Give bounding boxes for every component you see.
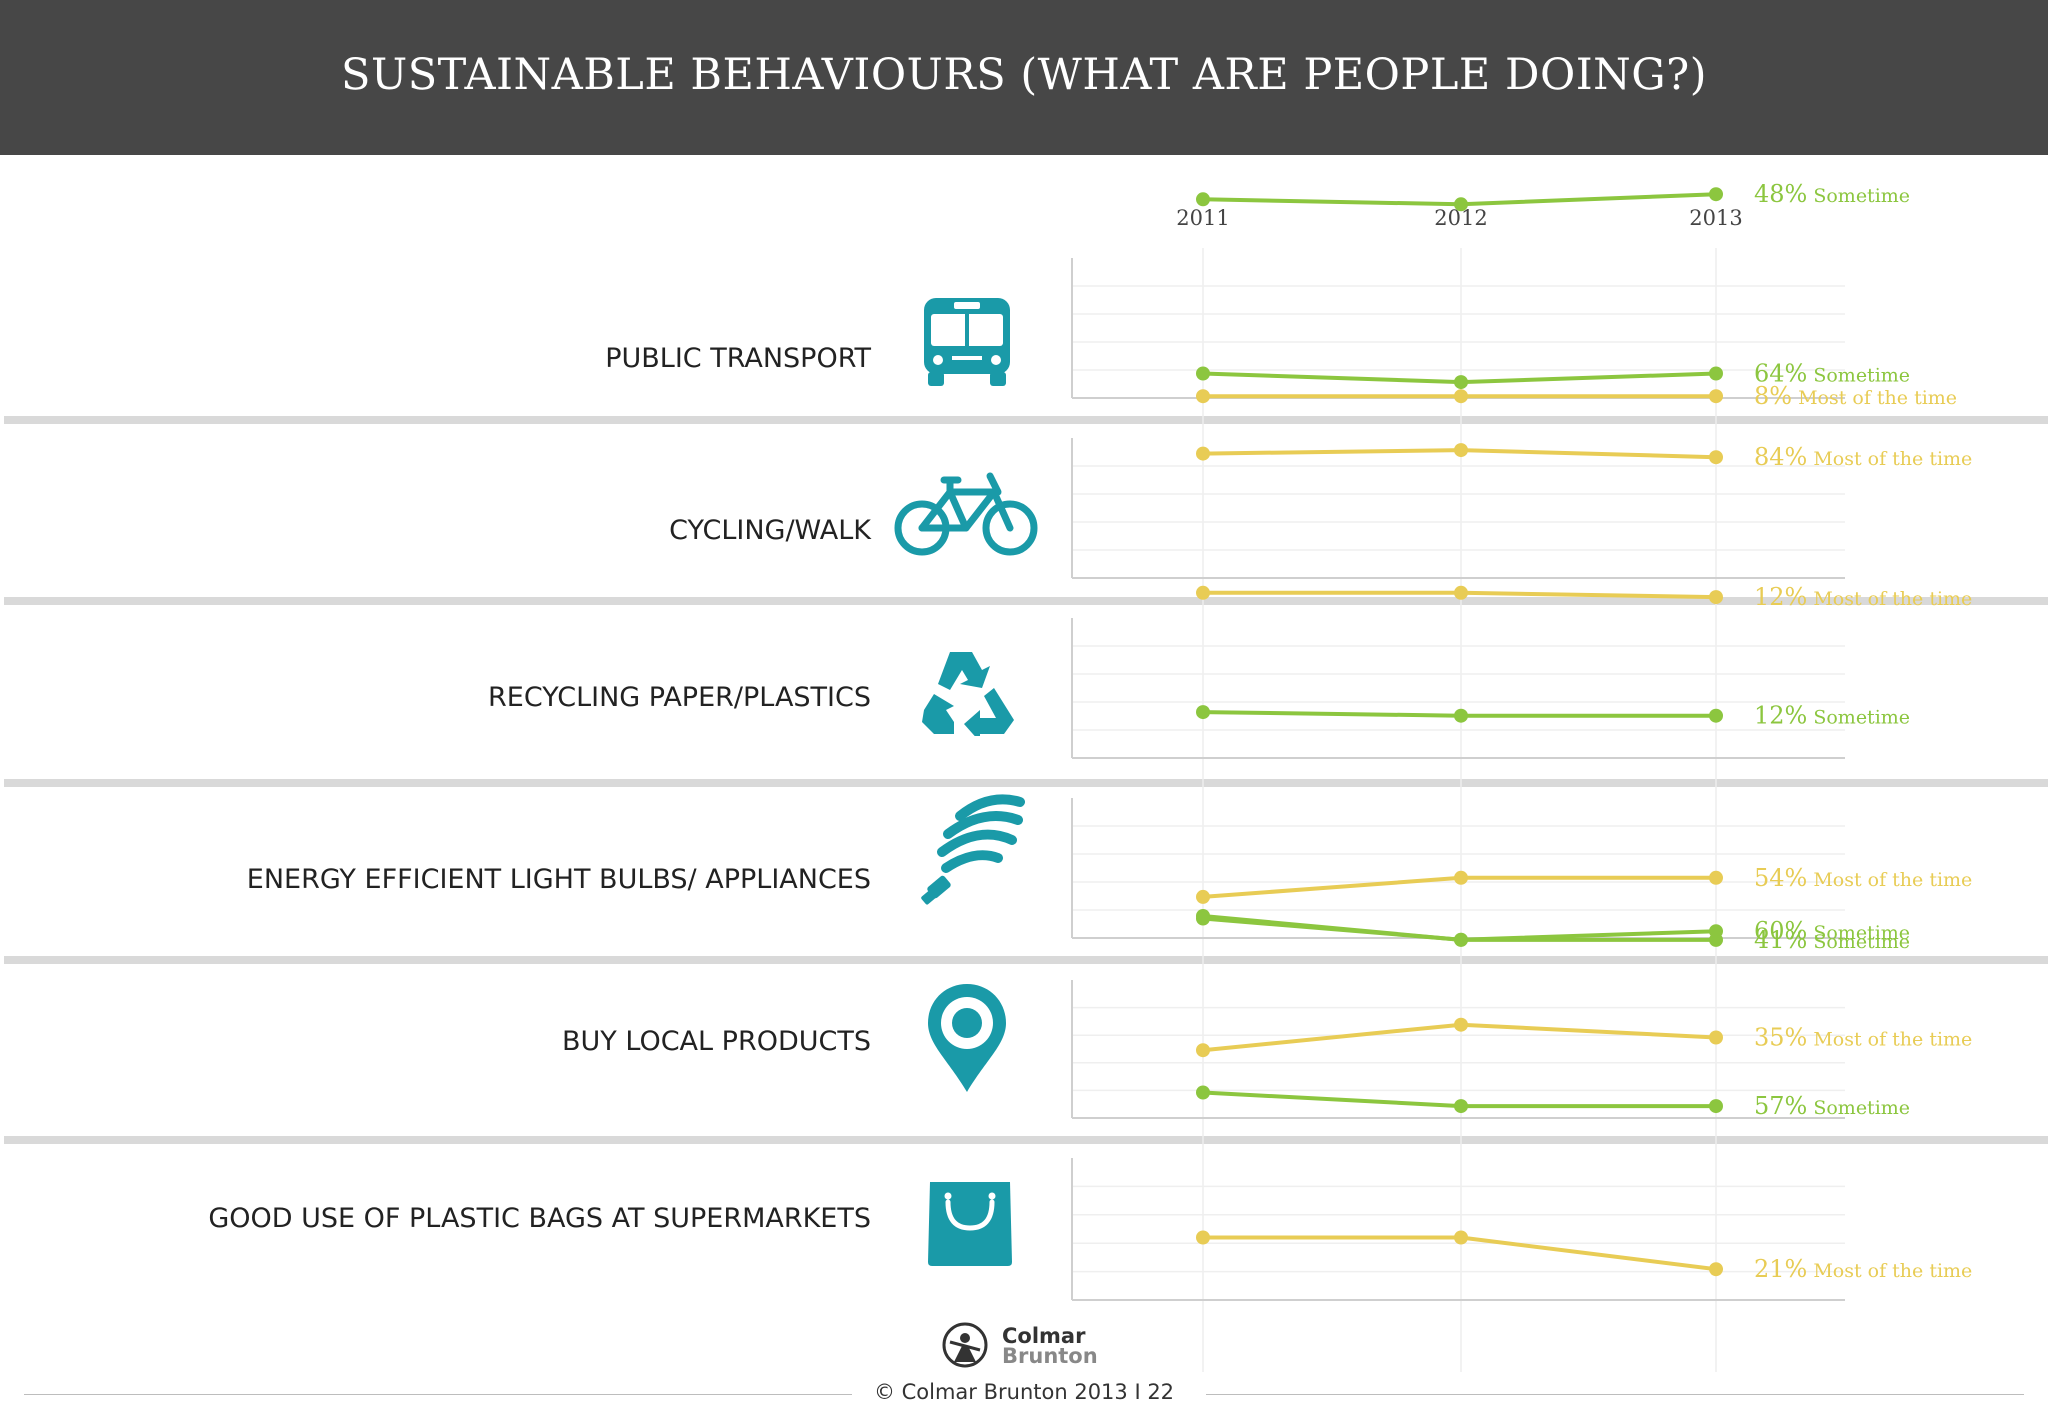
end-label-value: 64% xyxy=(1754,360,1807,388)
row-label-energy-efficient: ENERGY EFFICIENT LIGHT BULBS/ APPLIANCES xyxy=(246,864,871,895)
end-label-value: 21% xyxy=(1754,1255,1807,1283)
end-label: 12% Most of the time xyxy=(1754,583,1972,611)
end-label: 35% Most of the time xyxy=(1754,1024,1972,1052)
logo-emblem-icon xyxy=(942,1322,988,1368)
end-label: 57% Sometime xyxy=(1754,1092,1910,1120)
end-label-text: Most of the time xyxy=(1813,869,1972,891)
data-point xyxy=(1709,366,1723,381)
data-point xyxy=(1709,187,1723,202)
data-point xyxy=(1454,389,1468,404)
end-label: 64% Sometime xyxy=(1754,360,1910,388)
end-label-text: Sometime xyxy=(1813,922,1910,944)
header-bar: SUSTAINABLE BEHAVIOURS (WHAT ARE PEOPLE … xyxy=(0,0,2048,155)
data-point xyxy=(1454,932,1468,947)
data-point xyxy=(1709,708,1723,723)
end-label-value: 48% xyxy=(1754,180,1807,208)
colmar-brunton-logo: Colmar Brunton xyxy=(940,1320,1110,1370)
data-point xyxy=(1196,366,1210,381)
row-label-buy-local: BUY LOCAL PRODUCTS xyxy=(562,1026,871,1057)
end-label-value: 8% xyxy=(1754,382,1792,410)
data-point xyxy=(1196,585,1210,600)
end-label-value: 60% xyxy=(1754,917,1807,945)
end-label-text: Sometime xyxy=(1813,365,1910,387)
data-point xyxy=(1196,446,1210,461)
data-point xyxy=(1454,870,1468,885)
data-point xyxy=(1709,1099,1723,1114)
data-point xyxy=(1196,1085,1210,1100)
data-point xyxy=(1196,889,1210,904)
end-label-text: Sometime xyxy=(1813,931,1910,953)
shopping-bag-icon xyxy=(928,1182,1012,1266)
end-label-text: Most of the time xyxy=(1813,588,1972,610)
data-point xyxy=(1454,1099,1468,1114)
footer-rule-right xyxy=(1206,1394,2024,1395)
page-title: SUSTAINABLE BEHAVIOURS (WHAT ARE PEOPLE … xyxy=(341,50,1707,100)
end-label: 21% Most of the time xyxy=(1754,1255,1972,1283)
data-point xyxy=(1709,450,1723,465)
data-point xyxy=(1196,1043,1210,1058)
row-label-cycling-walk: CYCLING/WALK xyxy=(669,515,871,546)
end-label: 60% Sometime xyxy=(1754,917,1910,945)
row-divider xyxy=(4,416,2048,424)
end-label-text: Most of the time xyxy=(1813,1260,1972,1282)
data-point xyxy=(1709,590,1723,605)
bicycle-icon xyxy=(894,472,1038,556)
data-point xyxy=(1454,443,1468,458)
end-label-value: 41% xyxy=(1754,926,1807,954)
year-label-2013: 2013 xyxy=(1689,206,1743,230)
year-label-2011: 2011 xyxy=(1176,206,1230,230)
end-label-text: Sometime xyxy=(1813,185,1910,207)
row-divider xyxy=(4,779,2048,787)
logo-text-colmar: Colmar xyxy=(1002,1324,1086,1348)
end-label: 41% Sometime xyxy=(1754,926,1910,954)
end-label: 12% Sometime xyxy=(1754,702,1910,730)
data-point xyxy=(1454,1017,1468,1032)
end-label: 8% Most of the time xyxy=(1754,382,1957,410)
end-label: 48% Sometime xyxy=(1754,180,1910,208)
end-label-text: Most of the time xyxy=(1813,448,1972,470)
data-point xyxy=(1196,192,1210,207)
data-point xyxy=(1196,911,1210,926)
end-label: 84% Most of the time xyxy=(1754,443,1972,471)
bus-icon xyxy=(924,298,1010,386)
row-label-recycling: RECYCLING PAPER/PLASTICS xyxy=(488,682,871,713)
data-point xyxy=(1709,870,1723,885)
data-point xyxy=(1196,1230,1210,1245)
end-label-value: 84% xyxy=(1754,443,1807,471)
end-label-text: Sometime xyxy=(1813,1097,1910,1119)
data-point xyxy=(1454,375,1468,390)
end-label-value: 35% xyxy=(1754,1024,1807,1052)
row-label-public-transport: PUBLIC TRANSPORT xyxy=(605,343,871,374)
data-point xyxy=(1709,1262,1723,1277)
end-label: 54% Most of the time xyxy=(1754,864,1972,892)
row-divider xyxy=(4,597,2048,605)
end-label-value: 12% xyxy=(1754,583,1807,611)
data-point xyxy=(1709,924,1723,939)
location-pin-icon xyxy=(928,984,1006,1092)
end-label-value: 12% xyxy=(1754,702,1807,730)
footer-rule-left xyxy=(24,1394,852,1395)
row-divider xyxy=(4,956,2048,964)
data-point xyxy=(1709,389,1723,404)
end-label-text: Most of the time xyxy=(1813,1029,1972,1051)
data-point xyxy=(1454,197,1468,212)
end-label-value: 54% xyxy=(1754,864,1807,892)
footer-copyright: © Colmar Brunton 2013 I 22 xyxy=(873,1380,1175,1404)
end-label-text: Sometime xyxy=(1813,707,1910,729)
end-label-text: Most of the time xyxy=(1798,387,1957,409)
data-point xyxy=(1709,1030,1723,1045)
data-point xyxy=(1196,389,1210,404)
data-point xyxy=(1196,705,1210,720)
end-label-value: 57% xyxy=(1754,1092,1807,1120)
row-label-plastic-bags: GOOD USE OF PLASTIC BAGS AT SUPERMARKETS xyxy=(208,1203,871,1234)
logo-text-brunton: Brunton xyxy=(1002,1344,1098,1368)
row-divider xyxy=(4,1136,2048,1144)
recycle-icon xyxy=(922,652,1014,736)
light-bulb-icon xyxy=(921,794,1025,905)
data-point xyxy=(1454,585,1468,600)
data-point xyxy=(1454,708,1468,723)
data-point xyxy=(1454,1230,1468,1245)
